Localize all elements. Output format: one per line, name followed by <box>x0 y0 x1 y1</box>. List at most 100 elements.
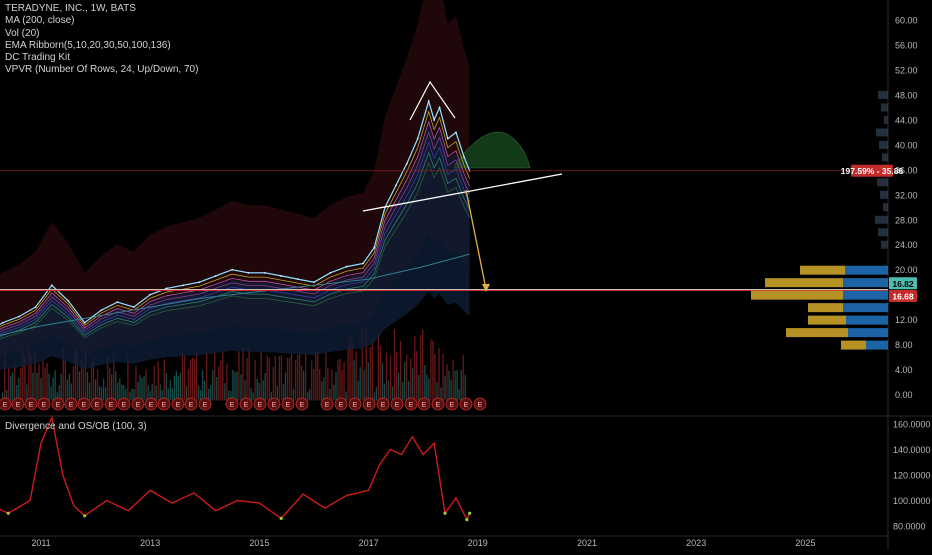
volume-bar <box>185 386 188 401</box>
earnings-marker <box>459 397 473 411</box>
volume-bar <box>420 334 422 401</box>
volume-bar <box>321 381 323 401</box>
volume-bar <box>228 390 230 401</box>
volume-bar <box>4 351 6 401</box>
vpvr-faint-bar <box>883 203 888 212</box>
vpvr-down-bar <box>848 328 888 338</box>
volume-bar <box>199 389 202 401</box>
price-point <box>231 268 234 271</box>
volume-bar <box>363 370 365 401</box>
volume-bar <box>157 361 159 401</box>
volume-bar <box>153 365 155 401</box>
volume-bar <box>20 368 22 401</box>
earnings-marker <box>24 397 38 411</box>
dc-lower-band <box>0 124 470 370</box>
price-badge: 16.82 <box>889 277 917 290</box>
volume-bar <box>226 363 228 401</box>
earnings-marker <box>295 397 309 411</box>
price-point <box>433 119 436 121</box>
volume-bar <box>355 351 357 401</box>
volume-bar <box>412 368 414 401</box>
earnings-marker <box>184 397 198 411</box>
vpvr-faint-bar <box>879 140 888 149</box>
volume-bar <box>270 391 272 401</box>
volume-bar <box>175 370 178 401</box>
vpvr-up-bar <box>808 315 846 325</box>
vpvr-faint-bar <box>882 153 888 162</box>
volume-bar <box>34 350 36 401</box>
volume-bar <box>179 372 182 401</box>
volume-bar <box>345 391 347 401</box>
volume-bar <box>147 384 149 401</box>
price-point <box>83 321 86 324</box>
volume-bar <box>216 377 218 401</box>
volume-bar <box>230 391 232 401</box>
price-point <box>446 137 449 140</box>
volume-bar <box>218 366 220 401</box>
price-point <box>395 184 397 187</box>
volume-bar <box>284 372 287 401</box>
ema-ribbon-line-10 <box>0 110 470 328</box>
volume-bar <box>212 370 214 401</box>
volume-bar <box>351 340 353 401</box>
volume-bar <box>434 354 436 401</box>
legend-dc-kit: DC Trading Kit <box>5 52 71 64</box>
volume-bar <box>167 388 169 401</box>
earnings-marker <box>281 397 295 411</box>
price-point <box>100 309 102 312</box>
volume-bar <box>177 376 180 401</box>
volume-bar <box>151 383 153 401</box>
volume-bar <box>333 384 335 401</box>
volume-bar <box>161 390 163 401</box>
price-point <box>296 278 299 280</box>
volume-bar <box>94 379 97 401</box>
volume-bar <box>220 360 222 401</box>
volume-bar <box>105 387 107 401</box>
price-point <box>198 281 201 284</box>
volume-bar <box>462 354 464 401</box>
volume-bar <box>48 373 50 401</box>
price-tick-label: 12.00 <box>895 315 918 325</box>
volume-bar <box>246 358 248 401</box>
volume-bar <box>292 388 295 401</box>
volume-bar <box>2 392 4 401</box>
volume-bar <box>64 359 66 401</box>
volume-bar <box>274 355 276 401</box>
earnings-marker <box>171 397 185 411</box>
volume-bar <box>373 392 375 401</box>
volume-bar <box>74 348 77 401</box>
price-tick-label: 32.00 <box>895 190 918 200</box>
volume-bar <box>331 369 333 401</box>
volume-bar <box>133 389 135 401</box>
earnings-marker <box>404 397 418 411</box>
earnings-marker <box>77 397 91 411</box>
earnings-label: E <box>16 402 21 409</box>
volume-bar <box>232 370 234 401</box>
volume-bar <box>302 370 305 401</box>
price-point <box>455 131 457 134</box>
volume-bar <box>181 350 184 401</box>
earnings-marker <box>445 397 459 411</box>
volume-bar <box>343 362 345 401</box>
volume-bar <box>408 381 410 401</box>
volume-bar <box>264 373 266 401</box>
earnings-label: E <box>82 402 87 409</box>
volume-bar <box>169 380 171 401</box>
earnings-marker <box>348 397 362 411</box>
volume-bar <box>452 359 454 401</box>
price-point <box>329 271 332 274</box>
volume-bar <box>32 372 34 401</box>
volume-bar <box>129 391 131 401</box>
volume-bar <box>46 362 48 401</box>
earnings-marker <box>239 397 253 411</box>
earnings-label: E <box>325 402 330 409</box>
earnings-label: E <box>409 402 414 409</box>
volume-bar <box>280 355 283 401</box>
vpvr-faint-bar <box>881 103 888 112</box>
volume-bar <box>56 392 58 401</box>
volume-bar <box>125 388 127 401</box>
price-point <box>165 287 168 290</box>
price-tick-label: 60.00 <box>895 16 918 26</box>
